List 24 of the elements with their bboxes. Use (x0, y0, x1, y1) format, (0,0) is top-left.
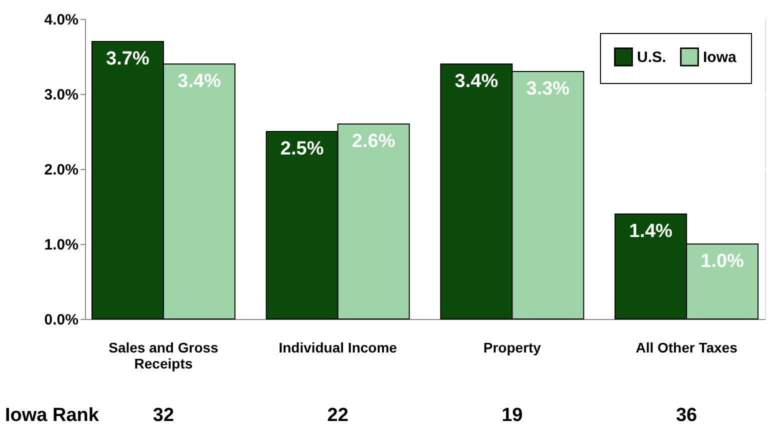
text: 19 (502, 405, 523, 426)
legend-label: Iowa (703, 48, 737, 66)
text: Iowa Rank (5, 405, 100, 426)
y-tick-label: 0.0% (44, 312, 78, 328)
y-tick-label: 2.0% (44, 162, 78, 178)
text: 36 (676, 405, 698, 426)
data-label: 1.0% (700, 251, 744, 272)
data-label: 3.4% (178, 71, 221, 92)
data-label: 3.7% (106, 48, 150, 70)
legend-label: U.S. (637, 48, 666, 66)
y-tick-label: 4.0% (44, 12, 78, 28)
x-tick-label: All Other Taxes (636, 340, 738, 356)
data-label: 2.6% (352, 131, 396, 152)
data-label: 3.3% (526, 78, 570, 100)
x-tick-label: Sales and Gross Receipts (108, 340, 219, 372)
x-tick-label: Individual Income (278, 340, 398, 356)
x-tick-label: Property (483, 340, 542, 356)
text: 22 (327, 405, 348, 426)
y-tick-label: 3.0% (44, 86, 78, 104)
text: 32 (152, 405, 174, 426)
data-label: 3.4% (454, 71, 498, 92)
y-tick-label: 1.0% (44, 236, 78, 254)
data-label: 2.5% (280, 138, 324, 160)
data-label: 1.4% (629, 221, 673, 242)
